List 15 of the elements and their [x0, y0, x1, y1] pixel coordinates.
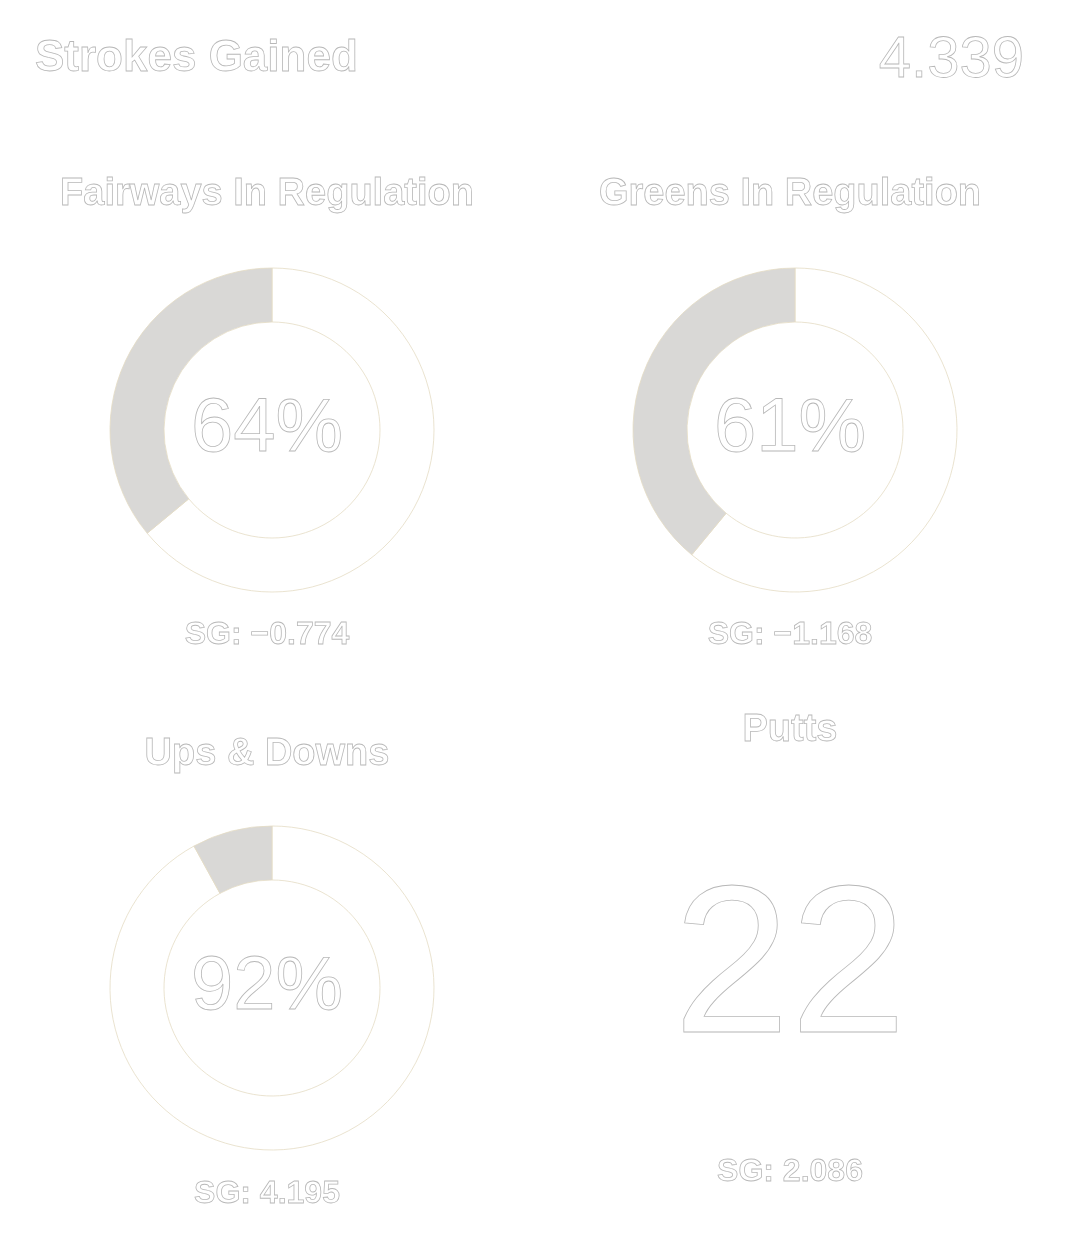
text: Strokes Gained	[35, 31, 358, 80]
text: SG: 4.195	[194, 1174, 340, 1210]
text: SG: −1.168	[707, 615, 873, 651]
text: 22	[673, 842, 907, 1077]
text: 64%	[190, 382, 344, 467]
chart-title: Greens In Regulation	[598, 171, 982, 213]
text: 4.339	[878, 24, 1024, 89]
text: SG: 2.086	[717, 1152, 863, 1188]
text: SG: −0.774	[184, 615, 350, 651]
chart-title: Fairways In Regulation	[60, 171, 474, 213]
text: 61%	[713, 382, 867, 467]
text: Putts	[742, 707, 838, 749]
text: 92%	[190, 940, 344, 1025]
chart-title: Ups & Downs	[144, 731, 390, 773]
donut-slice	[109, 825, 435, 1151]
